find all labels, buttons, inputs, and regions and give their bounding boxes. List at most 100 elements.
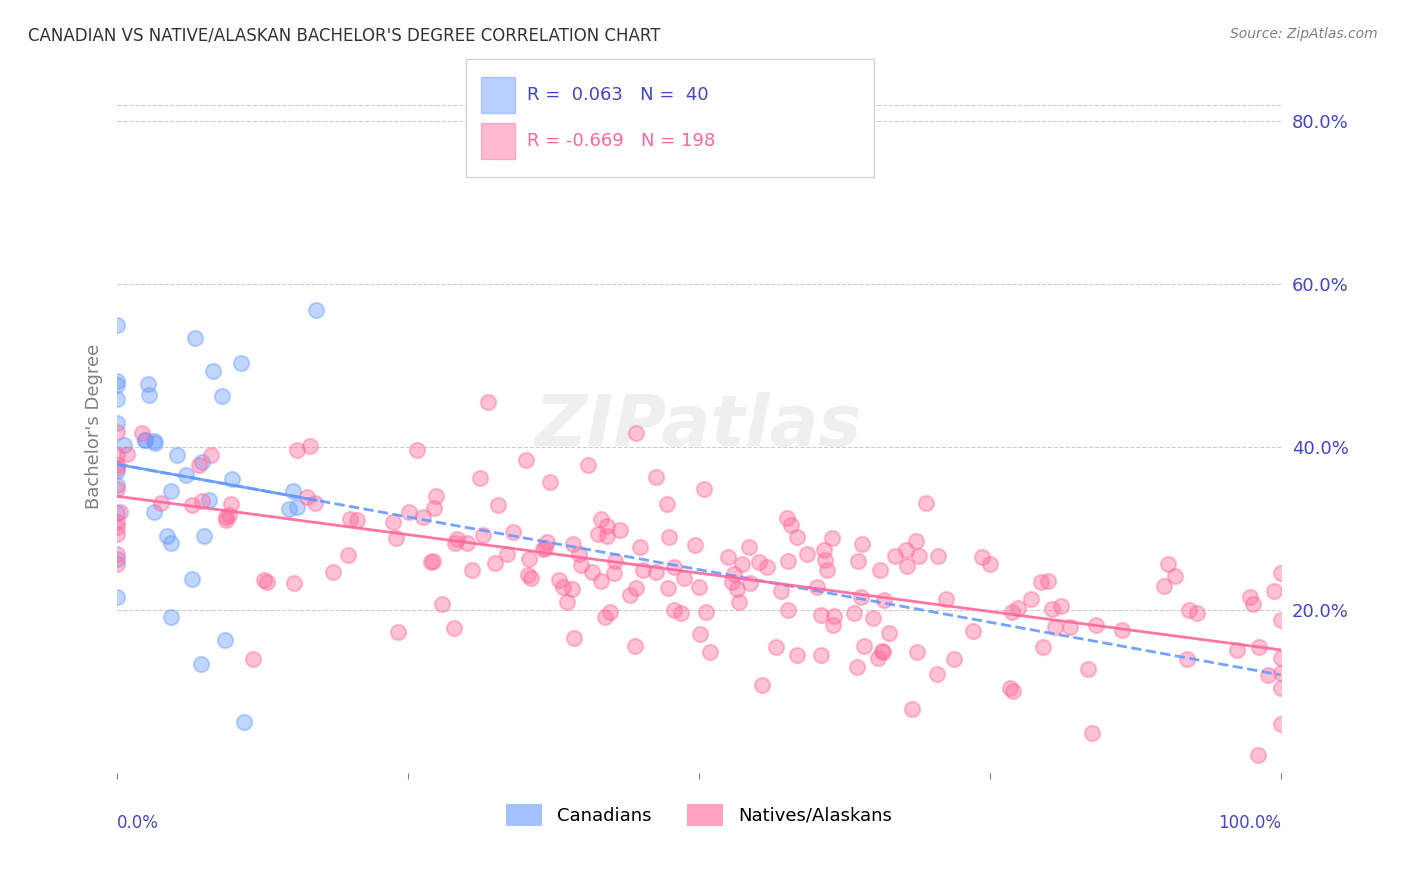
Point [962,624,984,639]
Point [412,510,434,524]
Point [664,560,686,574]
Point [1270,665,1292,680]
Point [336,549,359,563]
Point [624,639,647,653]
Point [1032,640,1054,654]
Point [419,555,441,569]
Point [159,536,181,550]
Point [806,581,828,595]
Point [553,580,575,594]
Point [105,458,128,472]
Point [443,621,465,635]
FancyBboxPatch shape [481,77,515,112]
Point [385,531,408,545]
Point [472,528,495,542]
Point [256,575,278,590]
Point [105,449,128,463]
Point [591,512,613,526]
Point [105,425,128,439]
Point [780,517,803,532]
Point [150,496,173,510]
Point [143,434,166,448]
Point [738,540,761,554]
Point [502,524,524,539]
Point [796,547,818,561]
Point [252,574,274,588]
Point [619,588,641,602]
Point [211,389,233,403]
Point [1040,601,1063,615]
Point [1270,681,1292,695]
Point [905,645,928,659]
Point [425,489,447,503]
Point [190,493,212,508]
Point [198,492,221,507]
Point [221,472,243,486]
Point [561,582,583,596]
Point [1019,591,1042,606]
Point [134,433,156,447]
Point [1263,583,1285,598]
Point [1164,569,1187,583]
Point [1270,566,1292,581]
Text: CANADIAN VS NATIVE/ALASKAN BACHELOR'S DEGREE CORRELATION CHART: CANADIAN VS NATIVE/ALASKAN BACHELOR'S DE… [28,27,661,45]
Point [136,376,159,391]
Point [468,470,491,484]
Legend: Canadians, Natives/Alaskans: Canadians, Natives/Alaskans [499,797,898,833]
Point [872,645,894,659]
Point [581,565,603,579]
Point [591,574,613,588]
Point [728,595,751,609]
Point [599,605,621,619]
Point [658,530,681,544]
Point [1059,620,1081,634]
Point [669,606,692,620]
Point [624,425,647,440]
Point [849,591,872,605]
Point [218,508,240,522]
Point [609,523,631,537]
Point [866,651,889,665]
Point [657,581,679,595]
Point [603,566,626,580]
Point [596,518,619,533]
Point [979,558,1001,572]
Point [751,678,773,692]
Point [346,513,368,527]
Point [131,425,153,440]
Point [181,498,204,512]
Point [869,563,891,577]
Point [1156,558,1178,572]
Point [538,475,561,489]
Point [1241,597,1264,611]
Point [190,657,212,671]
Point [520,571,543,585]
Point [430,598,453,612]
Point [908,549,931,563]
Point [1001,605,1024,619]
Point [105,374,128,388]
Point [1270,650,1292,665]
Point [486,498,509,512]
Point [477,395,499,409]
Point [1246,747,1268,762]
Point [593,610,616,624]
Point [748,555,770,569]
Point [548,573,571,587]
Point [105,478,128,492]
Point [105,552,128,566]
Point [1187,606,1209,620]
Point [184,331,207,345]
Point [278,502,301,516]
Point [740,576,762,591]
Point [644,566,666,580]
Point [844,607,866,621]
Point [756,560,779,574]
Point [972,550,994,565]
Point [105,318,128,332]
Point [699,645,721,659]
Point [717,550,740,565]
Point [105,506,128,520]
Point [645,470,668,484]
Point [495,547,517,561]
